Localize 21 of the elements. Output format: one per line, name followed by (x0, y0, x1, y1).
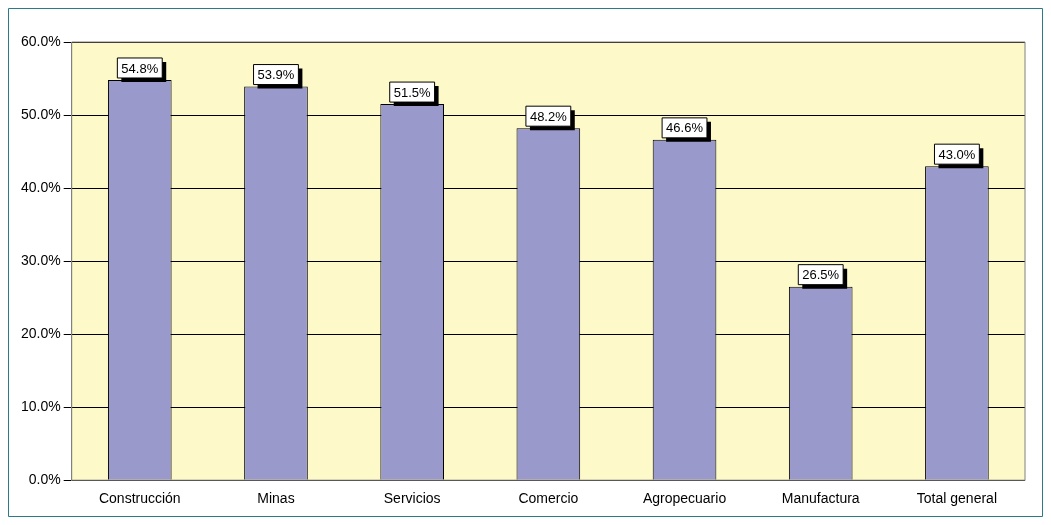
data-label: 51.5% (393, 84, 432, 100)
y-tick-label: 0.0% (28, 471, 61, 488)
x-tick-label: Total general (916, 490, 997, 507)
x-tick-label: Construcción (98, 490, 181, 507)
data-label: 26.5% (802, 267, 840, 283)
data-label: 46.6% (666, 120, 704, 136)
data-label: 43.0% (938, 146, 976, 162)
y-tick-label: 40.0% (20, 178, 61, 195)
x-tick-label: Agropecuario (642, 490, 727, 507)
data-label: 54.8% (121, 60, 159, 76)
y-tick-label: 20.0% (20, 324, 61, 341)
y-tick-label: 10.0% (20, 398, 61, 415)
y-tick-label: 60.0% (20, 32, 61, 49)
y-tick-label: 50.0% (20, 105, 61, 122)
data-label: 48.2% (529, 108, 568, 124)
x-tick-label: Comercio (518, 490, 579, 507)
x-tick-label: Servicios (383, 490, 441, 507)
y-tick-label: 30.0% (20, 251, 61, 268)
x-tick-label: Minas (257, 490, 295, 507)
data-label: 53.9% (257, 67, 295, 83)
x-tick-label: Manufactura (781, 490, 860, 507)
